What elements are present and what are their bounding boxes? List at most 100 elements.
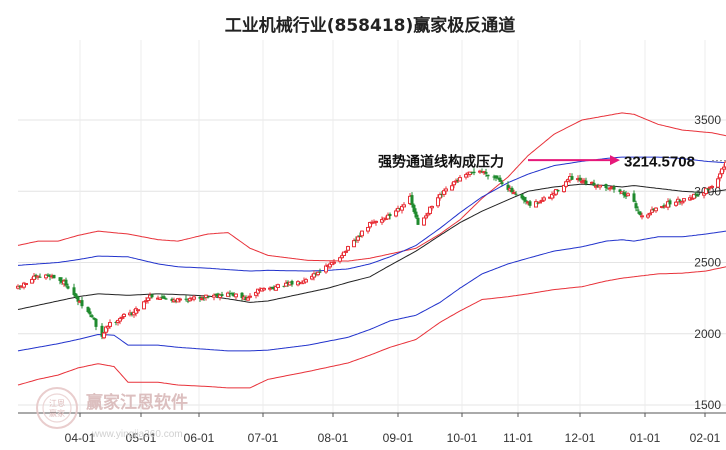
candle-up — [352, 240, 356, 248]
x-tick-label: 04-01 — [65, 431, 96, 445]
candle-up — [316, 271, 320, 276]
x-tick-label: 10-01 — [447, 431, 478, 445]
candle-down — [318, 271, 322, 273]
candle-up — [430, 205, 434, 209]
candle-up — [534, 201, 538, 208]
candle-down — [150, 294, 154, 298]
candle-up — [136, 309, 140, 312]
candle-up — [122, 313, 126, 318]
candle-down — [668, 200, 672, 205]
candle-up — [724, 161, 726, 168]
candle-up — [360, 230, 364, 237]
x-tick-label: 06-01 — [184, 431, 215, 445]
candle-down — [632, 193, 636, 202]
candle-up — [454, 180, 458, 183]
candle-down — [74, 293, 78, 297]
candle-up — [720, 168, 724, 175]
candle-down — [506, 184, 510, 190]
candle-down — [412, 204, 416, 212]
candle-down — [410, 195, 414, 205]
candle-up — [192, 296, 196, 300]
candle-up — [234, 293, 238, 298]
watermark-logo-icon: 江恩 赢家 — [36, 387, 78, 429]
candle-down — [214, 293, 218, 295]
candle-up — [650, 209, 654, 213]
y-tick-label: 3500 — [694, 113, 721, 127]
candle-down — [94, 318, 98, 327]
candle-down — [528, 201, 532, 206]
candle-down — [486, 174, 490, 177]
candle-down — [500, 182, 504, 185]
candle-up — [248, 295, 252, 298]
y-tick-label: 1500 — [694, 398, 721, 412]
channel-bands — [17, 112, 726, 389]
candle-down — [696, 195, 700, 197]
candle-down — [76, 296, 80, 302]
chart-title: 工业机械行业(858418)赢家极反通道 — [225, 15, 516, 36]
candle-up — [422, 217, 426, 226]
x-tick-label: 08-01 — [318, 431, 349, 445]
candle-up — [212, 294, 216, 298]
candle-up — [402, 204, 406, 208]
candle-down — [578, 177, 582, 181]
candle-up — [200, 297, 204, 300]
candle-down — [570, 176, 574, 180]
annotation-text: 强势通道线构成压力 — [378, 154, 504, 171]
candle-down — [492, 176, 496, 178]
candle-up — [158, 297, 162, 300]
candle-down — [90, 315, 94, 318]
candle-up — [108, 322, 112, 327]
candle-up — [680, 201, 684, 204]
candle-up — [722, 166, 726, 170]
candle-up — [716, 178, 720, 188]
candle-down — [618, 189, 622, 192]
candle-down — [66, 286, 70, 289]
candle-up — [142, 301, 146, 310]
x-tick-label: 09-01 — [383, 431, 414, 445]
candle-up — [598, 184, 602, 188]
candle-up — [542, 197, 546, 201]
candle-up — [374, 220, 378, 223]
x-tick-label: 02-01 — [690, 431, 721, 445]
candle-up — [626, 193, 630, 197]
upper-inner-band-line — [17, 156, 726, 272]
candle-down — [556, 189, 560, 192]
candle-up — [30, 278, 34, 284]
y-tick-label: 2000 — [694, 327, 721, 341]
candle-up — [246, 297, 250, 301]
candle-up — [646, 214, 650, 218]
candle-down — [524, 200, 528, 202]
candle-up — [458, 177, 462, 182]
candle-up — [178, 298, 182, 301]
x-tick-label: 12-01 — [565, 431, 596, 445]
candle-down — [88, 311, 92, 315]
x-tick-label: 11-01 — [503, 431, 533, 445]
candle-up — [660, 205, 664, 208]
candle-down — [592, 182, 596, 186]
candle-up — [276, 284, 280, 288]
candle-down — [612, 186, 616, 190]
candle-up — [640, 215, 644, 218]
candle-up — [268, 287, 272, 290]
candle-up — [674, 201, 678, 206]
candle-down — [470, 172, 474, 174]
candle-down — [184, 298, 188, 300]
watermark-url: www.yingjia360.com — [91, 429, 183, 440]
annotation-value: 3214.5708 — [624, 154, 695, 171]
candle-up — [718, 173, 722, 179]
candle-up — [394, 210, 398, 217]
grid-lines — [18, 40, 726, 413]
svg-text:赢家: 赢家 — [49, 408, 65, 418]
x-tick-label: 05-01 — [126, 431, 157, 445]
candle-up — [102, 332, 106, 339]
candle-down — [522, 197, 526, 201]
candle-up — [356, 236, 360, 241]
candle-down — [416, 217, 420, 225]
candle-up — [304, 279, 308, 283]
y-axis: 35003000250020001500 — [694, 113, 721, 412]
candle-down — [228, 293, 232, 295]
candle-down — [678, 200, 682, 202]
candle-down — [160, 296, 164, 298]
candle-down — [270, 286, 274, 288]
